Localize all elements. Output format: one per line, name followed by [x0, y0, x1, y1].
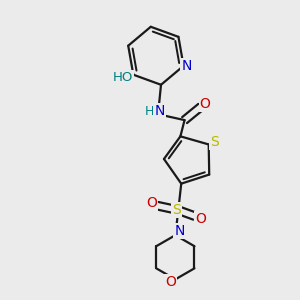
Text: O: O — [146, 196, 157, 210]
Text: O: O — [200, 97, 211, 111]
Text: O: O — [166, 275, 176, 289]
Text: H: H — [145, 105, 154, 118]
Text: S: S — [210, 134, 219, 148]
Text: HO: HO — [113, 71, 133, 84]
Text: O: O — [195, 212, 206, 226]
Text: S: S — [172, 203, 181, 217]
Text: N: N — [181, 59, 192, 73]
Text: N: N — [175, 224, 185, 238]
Text: N: N — [154, 104, 165, 118]
